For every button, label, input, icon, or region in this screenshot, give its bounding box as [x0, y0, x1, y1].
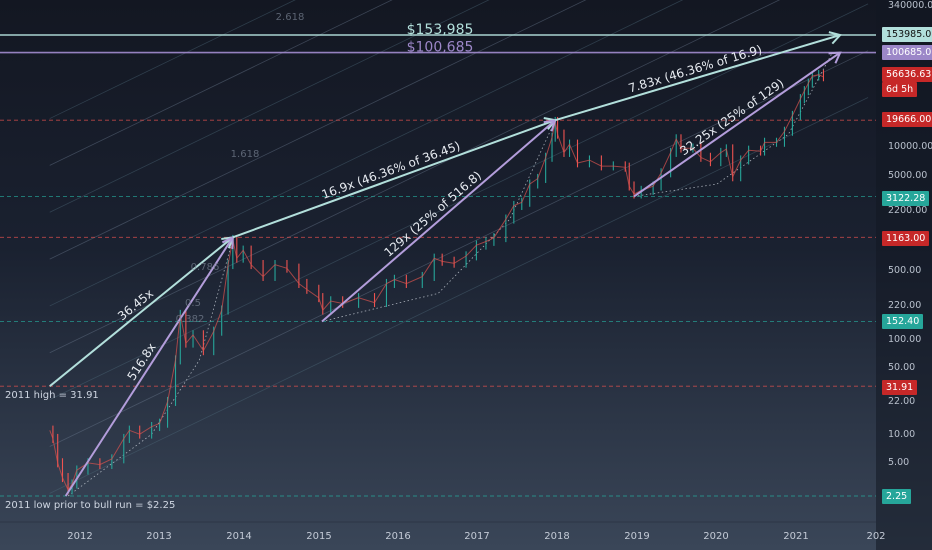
- price-tag-3122: 3122.28: [882, 191, 930, 206]
- fib-channel-line: [49, 0, 587, 260]
- y-tick-label: 2200.00: [888, 205, 928, 216]
- price-tag-152: 152.40: [882, 314, 924, 329]
- parabolic-guide: [321, 120, 556, 322]
- y-tick-label: 22.00: [888, 396, 916, 407]
- arrow-head: [828, 31, 843, 45]
- level-label: $100,685: [407, 40, 474, 56]
- growth-arrow: [232, 119, 556, 239]
- growth-arrow: [49, 236, 234, 387]
- y-tick-label: 10.00: [888, 429, 916, 440]
- x-tick-label: 2014: [226, 531, 252, 542]
- x-tick-label: 2019: [624, 531, 650, 542]
- x-tick-label: 2012: [67, 531, 93, 542]
- level-label: $153,985: [407, 22, 474, 38]
- x-tick-label: 2015: [306, 531, 332, 542]
- fib-channel-line: [49, 0, 490, 213]
- x-tick-label: 202: [866, 531, 886, 542]
- x-tick-label: 2013: [146, 531, 172, 542]
- x-tick-label: 2021: [783, 531, 809, 542]
- fib-level-label: 0.382: [176, 314, 205, 325]
- y-tick-label: 220.00: [888, 300, 922, 311]
- price-tag-19666: 19666.00: [882, 112, 932, 127]
- parabolic-guide: [633, 52, 833, 197]
- fib-channel-line: [49, 50, 869, 447]
- y-tick-label: 50.00: [888, 362, 916, 373]
- growth-arrow: [64, 236, 234, 497]
- growth-arrow: [554, 34, 841, 122]
- fib-channel-line: [49, 0, 393, 166]
- parabolic-guide: [67, 239, 234, 497]
- fib-level-label: 1.618: [231, 149, 260, 160]
- price-tag-153985: 153985.00: [882, 27, 932, 42]
- growth-arrow: [321, 119, 556, 323]
- y-tick-label: 10000.00: [888, 141, 932, 152]
- x-tick-label: 2020: [703, 531, 729, 542]
- x-tick-label: 2016: [385, 531, 411, 542]
- growth-arrow-label: 16.9x (46.36% of 36.45): [320, 139, 462, 202]
- price-series-line: [49, 74, 824, 492]
- y-tick-label: 5000.00: [888, 170, 928, 181]
- price-tag-countdown: 6d 5h: [882, 82, 918, 97]
- arrow-head: [543, 118, 557, 132]
- y-tick-label: 500.00: [888, 265, 922, 276]
- price-tag-1163: 1163.00: [882, 231, 930, 246]
- annotation-2011-high: 2011 high = 31.91: [5, 390, 99, 401]
- growth-arrow: [633, 51, 841, 198]
- y-tick-label: 5.00: [888, 457, 910, 468]
- y-tick-label: 100.00: [888, 334, 922, 345]
- x-tick-label: 2018: [544, 531, 570, 542]
- fib-level-label: 0.5: [185, 298, 201, 309]
- annotation-2011-low: 2011 low prior to bull run = $2.25: [5, 500, 176, 511]
- fib-channel-line: [49, 97, 869, 494]
- y-tick-label: 340000.00: [888, 0, 932, 11]
- arrow-head: [828, 51, 842, 64]
- price-tag-31: 31.91: [882, 380, 918, 395]
- fib-level-label: 2.618: [276, 12, 305, 23]
- fib-level-label: 0.786: [191, 262, 220, 273]
- growth-arrow-label: 129x (25% of 516.8): [381, 168, 484, 259]
- price-tag-100685: 100685.00: [882, 45, 932, 60]
- x-tick-label: 2017: [464, 531, 490, 542]
- fib-channel-line: [49, 0, 684, 307]
- price-tag-last: 56636.63: [882, 67, 932, 82]
- price-tag-2: 2.25: [882, 489, 912, 504]
